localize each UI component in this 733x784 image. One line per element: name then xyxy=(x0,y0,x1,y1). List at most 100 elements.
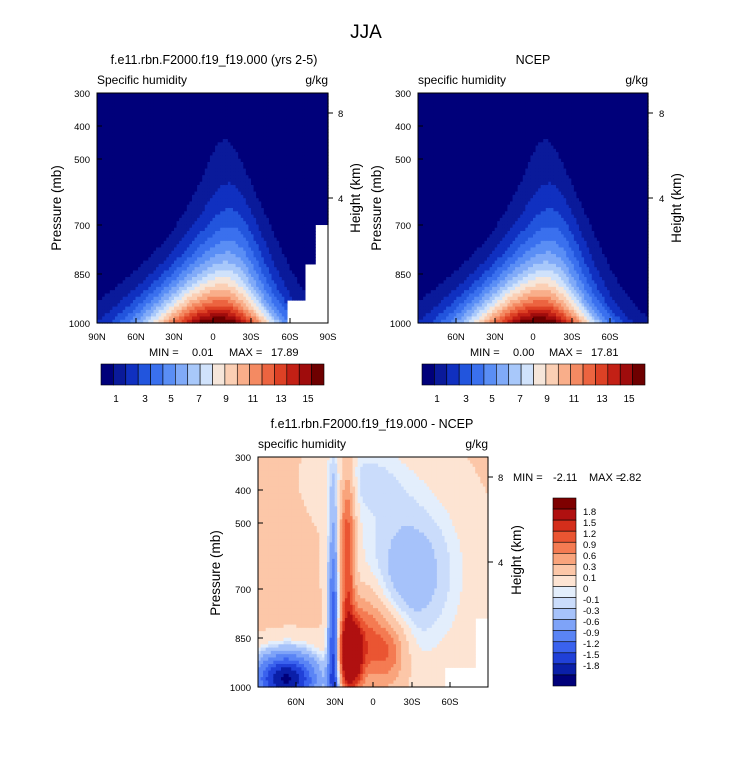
field-cell xyxy=(171,267,175,272)
field-cell xyxy=(184,142,188,147)
field-cell xyxy=(217,171,221,176)
field-cell xyxy=(230,296,234,301)
field-cell xyxy=(251,106,255,111)
field-cell xyxy=(168,283,173,288)
field-cell xyxy=(109,263,113,268)
field-cell xyxy=(202,181,206,186)
field-cell xyxy=(135,217,139,222)
field-cell xyxy=(125,198,129,203)
field-cell xyxy=(127,148,131,153)
field-cell xyxy=(189,155,193,160)
field-cell xyxy=(150,221,155,226)
field-cell xyxy=(227,106,232,111)
field-cell xyxy=(276,93,280,97)
field-cell xyxy=(132,125,137,130)
field-cell xyxy=(225,224,229,229)
field-cell xyxy=(220,313,224,318)
field-cell xyxy=(217,208,221,212)
field-cell xyxy=(130,217,134,222)
field-cell xyxy=(184,244,188,249)
field-cell xyxy=(107,139,111,143)
field-cell xyxy=(138,296,142,301)
field-cell xyxy=(138,234,142,239)
field-cell xyxy=(117,316,121,321)
field-cell xyxy=(163,250,167,255)
field-cell xyxy=(215,139,219,143)
field-cell xyxy=(197,201,201,206)
field-cell xyxy=(127,296,131,301)
field-cell xyxy=(148,277,152,281)
field-cell xyxy=(258,263,262,268)
field-cell xyxy=(268,260,273,265)
field-cell xyxy=(132,211,137,216)
field-cell xyxy=(104,171,108,176)
field-cell xyxy=(215,237,219,242)
field-cell xyxy=(156,263,160,268)
field-cell xyxy=(148,116,152,120)
field-cell xyxy=(107,260,111,265)
field-cell xyxy=(143,145,147,150)
field-cell xyxy=(207,198,211,203)
field-cell xyxy=(240,296,244,301)
field-cell xyxy=(107,303,111,308)
field-cell xyxy=(204,234,208,239)
field-cell xyxy=(209,217,214,222)
field-cell xyxy=(184,231,188,235)
field-cell xyxy=(227,247,232,252)
field-cell xyxy=(240,309,244,314)
field-cell xyxy=(127,198,131,203)
field-cell xyxy=(176,231,180,235)
field-cell xyxy=(240,293,244,298)
field-cell xyxy=(256,194,260,199)
field-cell xyxy=(140,93,144,97)
field-cell xyxy=(176,106,180,111)
field-cell xyxy=(120,211,124,216)
field-cell xyxy=(253,283,257,288)
field-cell xyxy=(274,162,278,166)
field-cell xyxy=(253,254,257,258)
field-cell xyxy=(230,263,234,268)
field-cell xyxy=(99,247,103,252)
field-cell xyxy=(212,129,216,134)
field-cell xyxy=(266,280,270,285)
field-cell xyxy=(251,178,255,183)
field-cell xyxy=(171,240,175,245)
field-cell xyxy=(143,300,147,304)
field-cell xyxy=(125,231,129,235)
field-cell xyxy=(245,273,250,278)
field-cell xyxy=(135,277,139,281)
field-cell xyxy=(176,175,180,180)
field-cell xyxy=(194,139,198,143)
field-cell xyxy=(166,240,170,245)
field-cell xyxy=(166,178,170,183)
field-cell xyxy=(222,224,226,229)
field-cell xyxy=(194,158,198,163)
field-cell xyxy=(161,286,165,291)
field-cell xyxy=(138,313,142,318)
field-cell xyxy=(184,237,188,242)
field-cell xyxy=(230,185,234,189)
field-cell xyxy=(245,109,250,114)
field-cell xyxy=(176,217,180,222)
field-cell xyxy=(122,309,126,314)
field-cell xyxy=(156,293,160,298)
field-cell xyxy=(215,125,219,130)
field-cell xyxy=(166,132,170,137)
field-cell xyxy=(245,201,250,206)
field-cell xyxy=(189,267,193,272)
field-cell xyxy=(251,112,255,117)
field-cell xyxy=(156,122,160,127)
field-cell xyxy=(181,188,185,193)
field-cell xyxy=(138,263,142,268)
field-cell xyxy=(145,152,149,157)
field-cell xyxy=(132,267,137,272)
field-cell xyxy=(230,300,234,304)
field-cell xyxy=(97,106,101,111)
field-cell xyxy=(215,185,219,189)
field-cell xyxy=(150,106,155,111)
field-cell xyxy=(130,293,134,298)
field-cell xyxy=(97,260,101,265)
field-cell xyxy=(176,214,180,219)
field-cell xyxy=(271,280,275,285)
field-cell xyxy=(114,188,119,193)
